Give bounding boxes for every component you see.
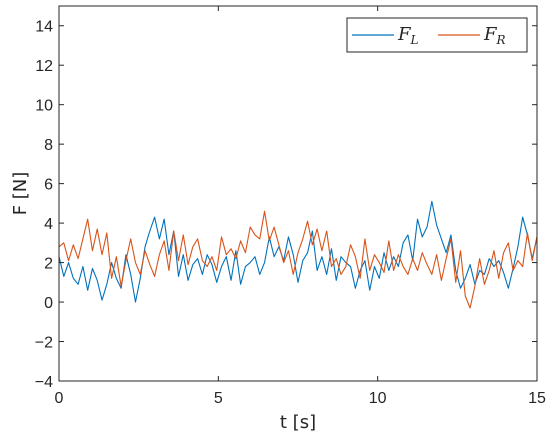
tick-labels: 0 5 10 15 14 12 10 8 6 4 2 0 −2 −4 xyxy=(35,19,546,407)
x-tick-label: 10 xyxy=(369,390,387,407)
x-tick-label: 15 xyxy=(528,390,546,407)
y-tick-label: −4 xyxy=(35,374,53,391)
y-axis-label: F [N] xyxy=(10,172,31,216)
x-tick-label: 0 xyxy=(55,390,64,407)
x-axis-label: t [s] xyxy=(280,412,316,433)
series-line-f-l xyxy=(58,200,538,303)
y-tick-label: 6 xyxy=(44,177,53,194)
legend: FL FR xyxy=(346,17,528,53)
series-line-f-r xyxy=(58,210,538,309)
y-tick-label: 12 xyxy=(35,58,53,75)
plot-area xyxy=(58,200,538,309)
axis-ticks xyxy=(58,6,538,382)
y-tick-label: −2 xyxy=(35,335,53,352)
y-tick-label: 8 xyxy=(44,137,53,154)
legend-label-f-l: FL xyxy=(397,24,419,47)
axes-frame xyxy=(58,5,538,382)
y-tick-label: 2 xyxy=(44,256,53,273)
y-tick-label: 0 xyxy=(44,295,53,312)
y-tick-label: 10 xyxy=(35,98,53,115)
y-tick-label: 14 xyxy=(35,19,53,36)
x-tick-label: 5 xyxy=(214,390,223,407)
legend-label-f-r: FR xyxy=(483,24,506,47)
y-tick-label: 4 xyxy=(44,216,53,233)
